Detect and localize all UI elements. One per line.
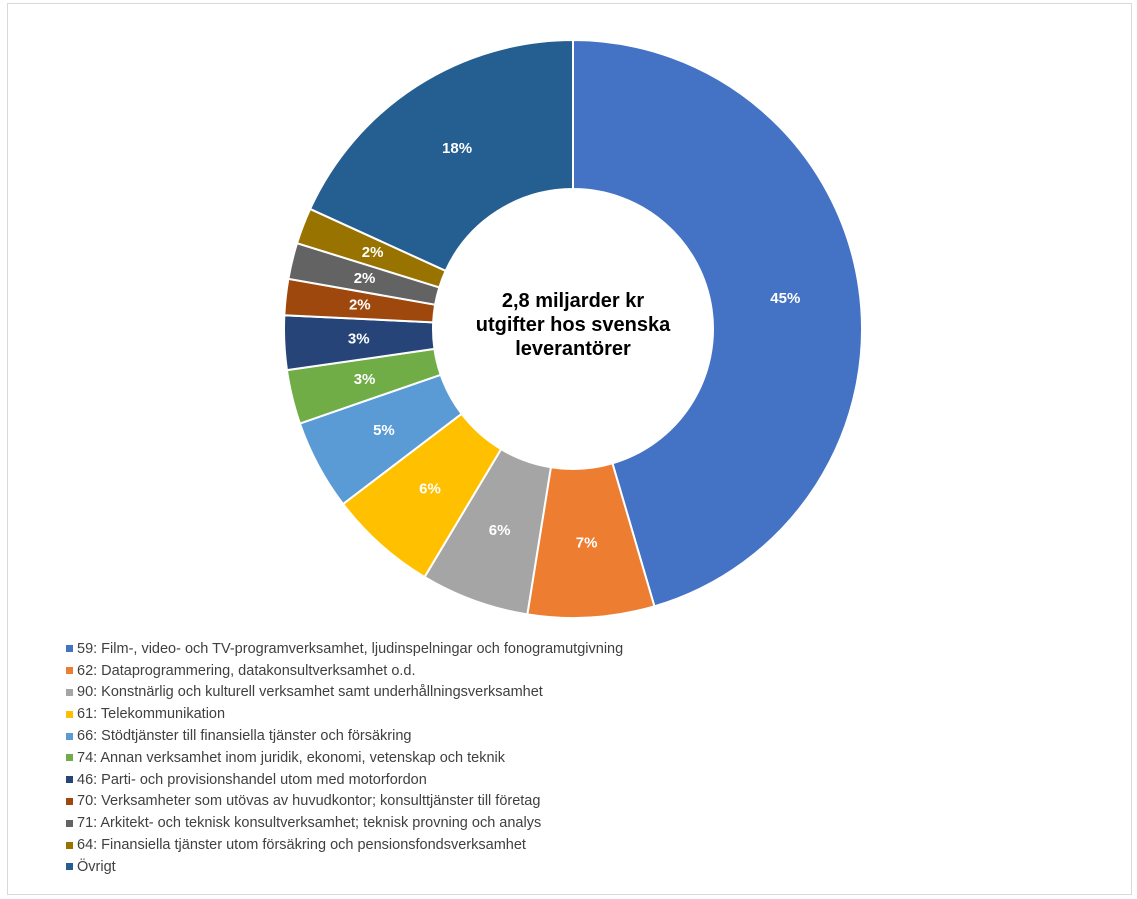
legend-swatch-10 (66, 863, 73, 871)
legend-swatch-8 (66, 819, 73, 827)
slice-label-5: 3% (354, 371, 376, 388)
slice-0 (572, 38, 863, 608)
slices-group (283, 38, 863, 619)
legend-item-7: 70: Verksamheter som utövas av huvudkont… (66, 791, 623, 813)
slice-label-8: 2% (354, 270, 376, 287)
slice-label-0: 45% (770, 290, 800, 307)
legend-swatch-3 (66, 710, 73, 718)
center-title-line-3: leverantörer (515, 338, 631, 360)
legend-label-10: Övrigt (77, 858, 116, 875)
legend-item-5: 74: Annan verksamhet inom juridik, ekono… (66, 747, 623, 769)
doughnut-chart: 45% 7% 6% 6% 5% 3% 3% 2% 2% 2% 18% (283, 38, 863, 619)
legend-label-0: 59: Film-, video- och TV-programverksamh… (77, 640, 624, 657)
legend-swatch-0 (66, 645, 73, 653)
legend-label-9: 64: Finansiella tjänster utom försäkring… (77, 837, 526, 854)
legend-swatch-2 (66, 688, 73, 696)
legend-item-9: 64: Finansiella tjänster utom försäkring… (66, 834, 623, 856)
center-title-line-1: 2,8 miljarder kr (501, 290, 645, 312)
legend-item-10: Övrigt (66, 856, 623, 878)
slice-label-3: 6% (419, 480, 441, 497)
slice-label-6: 3% (348, 331, 370, 348)
legend-label-6: 46: Parti- och provisionshandel utom med… (77, 771, 427, 788)
legend-item-0: 59: Film-, video- och TV-programverksamh… (66, 638, 623, 660)
slice-labels-group: 45% 7% 6% 6% 5% 3% 3% 2% 2% 2% 18% (348, 140, 800, 552)
legend-label-2: 90: Konstnärlig och kulturell verksamhet… (77, 684, 543, 701)
legend: 59: Film-, video- och TV-programverksamh… (66, 638, 623, 878)
legend-item-3: 61: Telekommunikation (66, 703, 623, 725)
legend-label-5: 74: Annan verksamhet inom juridik, ekono… (77, 749, 505, 766)
legend-label-4: 66: Stödtjänster till finansiella tjänst… (77, 728, 412, 745)
center-title-line-2: utgifter hos svenska (475, 314, 671, 336)
slice-10 (308, 38, 574, 273)
legend-label-1: 62: Dataprogrammering, datakonsultverksa… (77, 662, 416, 679)
center-title: 2,8 miljarder kr utgifter hos svenska le… (468, 289, 678, 361)
legend-swatch-7 (66, 797, 73, 805)
legend-item-4: 66: Stödtjänster till finansiella tjänst… (66, 725, 623, 747)
slice-label-4: 5% (373, 422, 395, 439)
slice-label-10: 18% (442, 140, 472, 157)
slice-label-7: 2% (349, 297, 371, 314)
legend-item-8: 71: Arkitekt- och teknisk konsultverksam… (66, 812, 623, 834)
legend-label-7: 70: Verksamheter som utövas av huvudkont… (77, 793, 541, 810)
legend-swatch-6 (66, 776, 73, 784)
legend-item-6: 46: Parti- och provisionshandel utom med… (66, 769, 623, 791)
slice-label-2: 6% (489, 522, 511, 539)
legend-item-2: 90: Konstnärlig och kulturell verksamhet… (66, 682, 623, 704)
slice-label-9: 2% (362, 244, 384, 261)
slice-label-1: 7% (576, 535, 598, 552)
legend-item-1: 62: Dataprogrammering, datakonsultverksa… (66, 660, 623, 682)
legend-label-8: 71: Arkitekt- och teknisk konsultverksam… (77, 815, 542, 832)
legend-swatch-5 (66, 754, 73, 762)
legend-swatch-4 (66, 732, 73, 740)
legend-swatch-9 (66, 841, 73, 849)
legend-swatch-1 (66, 667, 73, 675)
legend-label-3: 61: Telekommunikation (77, 706, 226, 723)
